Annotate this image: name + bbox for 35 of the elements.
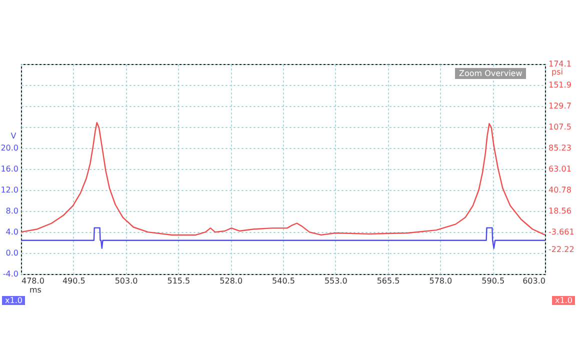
- y2-tick-label: -3.661: [548, 228, 574, 236]
- x-tick-label: 603.0: [522, 276, 546, 286]
- y-tick-label: 20.0: [0, 144, 18, 152]
- y-tick-label: 8.0: [6, 206, 18, 216]
- x-tick-label: 515.5: [167, 276, 190, 286]
- x-tick-label: 565.5: [376, 276, 400, 286]
- text: x1.0: [2, 296, 26, 305]
- y2-tick-label: -22.22: [548, 245, 574, 254]
- y-axis-title: V: [10, 132, 17, 140]
- x-tick-label: 478.0: [22, 276, 44, 286]
- x-tick-label: 590.5: [482, 276, 505, 286]
- annotation: Zoom Overview: [455, 68, 526, 79]
- x-tick-label: 553.0: [324, 276, 348, 286]
- x-tick-label: 528.0: [220, 276, 243, 286]
- y-tick-label: 4.0: [6, 228, 18, 236]
- line-series: [20, 122, 546, 236]
- x-tick-label: 578.0: [429, 276, 452, 286]
- y2-tick-label: 18.56: [548, 206, 572, 216]
- y2-tick-label: 63.01: [548, 164, 572, 174]
- y2-tick-label: 174.1: [548, 60, 572, 68]
- y2-tick-label: 85.23: [548, 143, 572, 152]
- y2-tick-label: 151.9: [548, 80, 572, 90]
- x-axis-title: ms: [30, 286, 42, 294]
- x-tick-label: 490.5: [62, 276, 86, 286]
- y-tick-label: 0.0: [6, 248, 18, 258]
- y-tick-label: 12.0: [0, 186, 18, 194]
- x-tick-label: 540.5: [272, 276, 295, 286]
- y-tick-label: 16.0: [0, 164, 18, 174]
- y-tick-label: -4.0: [2, 270, 18, 278]
- y2-tick-label: 107.5: [548, 122, 572, 132]
- y2-axis-title: psi: [552, 68, 563, 76]
- y2-tick-label: 129.7: [548, 101, 572, 110]
- x-tick-label: 503.0: [114, 276, 138, 286]
- y2-tick-label: 40.78: [548, 186, 572, 194]
- text: x1.0: [552, 296, 576, 305]
